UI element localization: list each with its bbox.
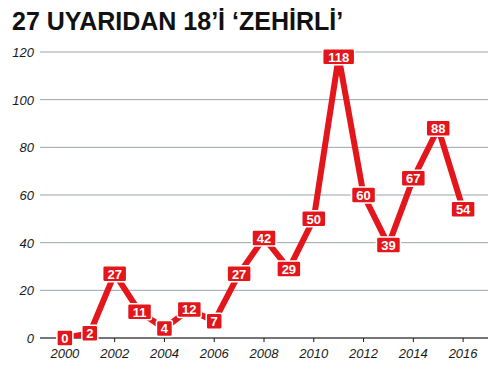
data-label: 42	[257, 231, 271, 246]
data-label-box	[227, 266, 251, 282]
data-label: 4	[161, 321, 169, 336]
y-tick-label: 40	[20, 236, 35, 251]
data-label: 12	[182, 302, 196, 317]
data-label: 60	[356, 188, 370, 203]
x-tick	[214, 338, 215, 342]
x-tick-label: 2014	[398, 346, 428, 361]
y-tick-label: 80	[20, 140, 35, 155]
data-label-box	[177, 301, 201, 317]
data-label: 27	[107, 267, 121, 282]
data-label-box	[302, 211, 326, 227]
grid-line	[40, 147, 488, 148]
data-label: 67	[406, 171, 420, 186]
chart-svg: 27 UYARIDAN 18’İ ‘ZEHİRLİ’02040608010012…	[0, 0, 500, 382]
data-label-box	[401, 170, 425, 186]
x-tick	[264, 338, 265, 342]
x-tick-label: 2012	[348, 346, 379, 361]
data-label: 88	[431, 121, 445, 136]
data-label: 39	[381, 238, 395, 253]
x-tick-label: 2010	[298, 346, 329, 361]
x-tick	[114, 338, 115, 342]
data-label: 29	[282, 262, 296, 277]
title: 27 UYARIDAN 18’İ ‘ZEHİRLİ’	[12, 7, 343, 35]
plot-area	[65, 57, 463, 338]
data-label: 27	[232, 267, 246, 282]
grid-line	[40, 195, 488, 196]
y-tick-label: 0	[27, 331, 35, 346]
data-label-box	[252, 230, 276, 246]
data-label-box	[426, 120, 450, 136]
grid-line	[40, 52, 488, 53]
data-label-box	[451, 201, 475, 217]
x-tick-label: 2002	[99, 346, 130, 361]
x-tick-label: 2000	[49, 346, 80, 361]
y-tick-label: 100	[12, 93, 34, 108]
data-label: 2	[86, 326, 93, 341]
data-label-box	[82, 325, 98, 341]
x-tick	[363, 338, 364, 342]
y-tick-label: 60	[20, 188, 35, 203]
data-label: 0	[61, 331, 68, 346]
data-label: 11	[133, 305, 147, 320]
x-tick	[463, 338, 464, 342]
data-label-box	[103, 266, 127, 282]
data-label-box	[376, 237, 400, 253]
data-label-box	[277, 261, 301, 277]
x-tick	[164, 338, 165, 342]
x-tick-label: 2016	[448, 346, 479, 361]
data-label-box	[156, 320, 172, 336]
x-tick	[413, 338, 414, 342]
x-tick-label: 2004	[149, 346, 179, 361]
x-tick	[313, 338, 314, 342]
data-label-box	[57, 330, 73, 346]
data-label-box	[128, 304, 152, 320]
data-label: 118	[328, 50, 349, 65]
data-labels: 0 2 27 11 4 12 7 27 42 29 50 118 60 39 67 88 54	[57, 49, 475, 346]
grid-line	[40, 99, 488, 100]
data-label-box	[323, 49, 355, 65]
data-label: 7	[211, 314, 218, 329]
series-line	[65, 57, 463, 338]
x-tick-label: 2008	[249, 346, 280, 361]
x-tick-label: 2006	[199, 346, 230, 361]
y-tick-label: 120	[12, 45, 34, 60]
data-label-box	[352, 187, 376, 203]
data-label-box	[206, 313, 222, 329]
y-tick-label: 20	[19, 283, 35, 298]
chart-container: 27 UYARIDAN 18’İ ‘ZEHİRLİ’02040608010012…	[0, 0, 500, 382]
data-label: 54	[456, 202, 471, 217]
data-label: 50	[307, 212, 321, 227]
